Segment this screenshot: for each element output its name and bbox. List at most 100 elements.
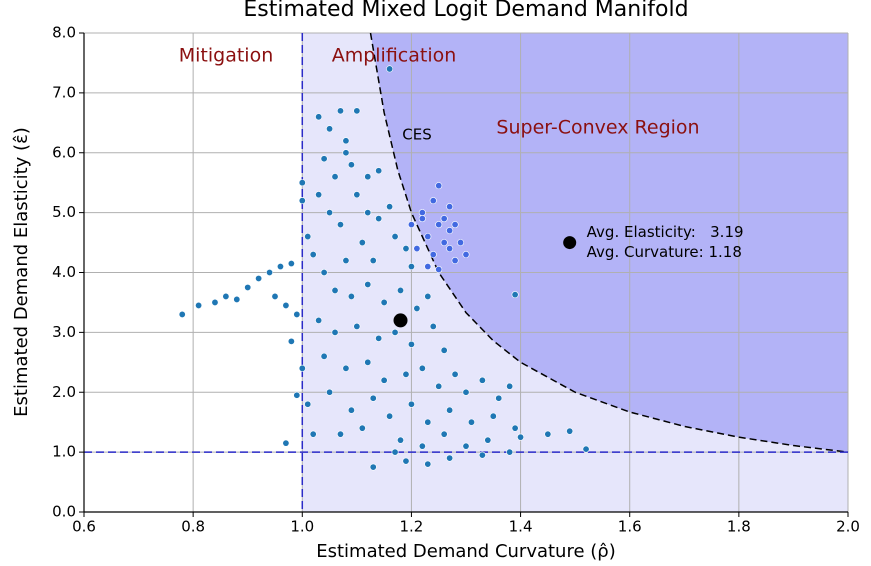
y-tick-label: 3.0	[52, 323, 76, 341]
point	[402, 370, 410, 378]
y-tick-label: 8.0	[52, 24, 76, 42]
point	[336, 107, 344, 115]
annotation-text: Avg. Elasticity: 3.19	[587, 223, 744, 241]
x-axis-label: Estimated Demand Curvature (ρ̂)	[316, 541, 616, 562]
point	[320, 352, 328, 360]
ces-curve	[369, 32, 849, 453]
point	[435, 221, 443, 229]
point	[489, 412, 497, 420]
point	[375, 334, 383, 342]
point	[435, 266, 443, 274]
point	[440, 430, 448, 438]
point	[271, 292, 279, 300]
point	[397, 436, 405, 444]
point	[446, 406, 454, 414]
x-tick-label: 1.8	[727, 518, 751, 536]
point	[462, 251, 470, 259]
point	[457, 239, 465, 247]
point	[315, 316, 323, 324]
point	[282, 439, 290, 447]
point	[244, 283, 252, 291]
point	[315, 113, 323, 121]
point	[435, 382, 443, 390]
point	[440, 215, 448, 223]
point	[342, 149, 350, 157]
chart-title: Estimated Mixed Logit Demand Manifold	[243, 0, 688, 22]
point	[451, 257, 459, 265]
point	[544, 430, 552, 438]
point	[380, 298, 388, 306]
point	[309, 251, 317, 259]
point	[282, 301, 290, 309]
point	[336, 221, 344, 229]
point	[326, 209, 334, 217]
point	[347, 406, 355, 414]
super-convex-region	[370, 33, 848, 453]
point	[342, 364, 350, 372]
point	[506, 448, 514, 456]
point	[358, 424, 366, 432]
mean-point	[393, 313, 408, 328]
point	[407, 340, 415, 348]
point	[424, 460, 432, 468]
point	[418, 215, 426, 223]
point	[484, 436, 492, 444]
point	[315, 191, 323, 199]
point	[424, 292, 432, 300]
point	[391, 233, 399, 241]
point	[413, 245, 421, 253]
point	[386, 203, 394, 211]
point	[304, 400, 312, 408]
point	[369, 257, 377, 265]
x-tick-label: 0.8	[181, 518, 205, 536]
point	[364, 358, 372, 366]
point	[342, 257, 350, 265]
point	[276, 263, 284, 271]
point	[418, 209, 426, 217]
point	[375, 167, 383, 175]
point	[320, 268, 328, 276]
point	[402, 245, 410, 253]
point	[287, 337, 295, 345]
point	[336, 430, 344, 438]
x-tick-label: 1.4	[509, 518, 533, 536]
x-tick-label: 1.6	[618, 518, 642, 536]
point	[429, 197, 437, 205]
point	[342, 137, 350, 145]
x-tick-label: 1.2	[399, 518, 423, 536]
point	[320, 155, 328, 163]
point	[440, 239, 448, 247]
y-tick-label: 0.0	[52, 503, 76, 521]
point	[369, 394, 377, 402]
point	[391, 448, 399, 456]
point	[506, 382, 514, 390]
point	[353, 191, 361, 199]
point	[446, 227, 454, 235]
point	[369, 463, 377, 471]
point	[326, 388, 334, 396]
point	[424, 263, 432, 271]
point	[266, 268, 274, 276]
point	[429, 251, 437, 259]
point	[386, 65, 394, 73]
point	[331, 286, 339, 294]
y-tick-label: 5.0	[52, 203, 76, 221]
point	[413, 304, 421, 312]
point	[386, 412, 394, 420]
region-label: Amplification	[332, 45, 457, 67]
point	[287, 260, 295, 268]
point	[462, 442, 470, 450]
point	[298, 364, 306, 372]
point	[446, 203, 454, 211]
point	[451, 370, 459, 378]
point	[446, 245, 454, 253]
point	[462, 388, 470, 396]
point	[435, 182, 443, 190]
point	[309, 430, 317, 438]
point	[331, 328, 339, 336]
point	[347, 161, 355, 169]
point	[358, 239, 366, 247]
point	[353, 107, 361, 115]
point	[566, 427, 574, 435]
